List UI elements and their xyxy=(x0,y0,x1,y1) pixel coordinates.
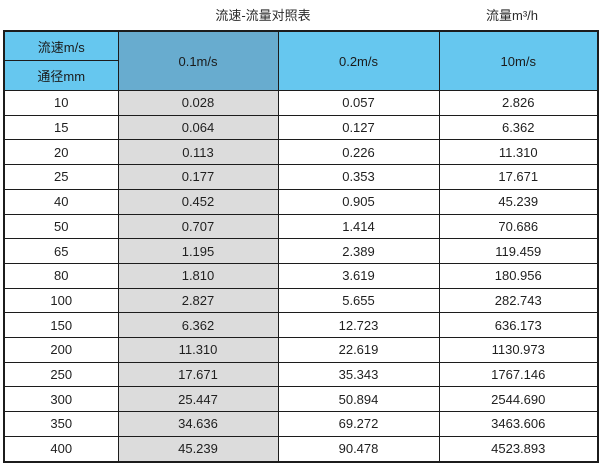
diameter-cell: 50 xyxy=(3,213,119,240)
table-row: 300 25.447 50.894 2544.690 xyxy=(3,386,599,413)
flow-value-cell: 1.810 xyxy=(117,262,279,289)
header-col-velocity-0-2: 0.2m/s xyxy=(277,30,440,91)
table-row: 50 0.707 1.414 70.686 xyxy=(3,213,599,240)
diameter-cell: 350 xyxy=(3,411,119,437)
diameter-cell: 15 xyxy=(3,114,119,141)
diameter-cell: 100 xyxy=(3,287,119,314)
flow-value-cell: 0.177 xyxy=(117,164,279,190)
flow-value-cell: 3.619 xyxy=(277,262,440,289)
diameter-cell: 80 xyxy=(3,262,119,289)
header-corner-velocity: 流速m/s xyxy=(3,30,119,61)
flow-value-cell: 35.343 xyxy=(277,361,440,388)
flow-value-cell: 1130.973 xyxy=(438,337,599,363)
table-header: 流速m/s 0.1m/s 0.2m/s 10m/s 通径mm xyxy=(3,30,599,91)
header-corner-diameter: 通径mm xyxy=(3,60,119,91)
table-row: 10 0.028 0.057 2.826 xyxy=(3,90,599,116)
table-row: 80 1.810 3.619 180.956 xyxy=(3,262,599,289)
table-row: 20 0.113 0.226 11.310 xyxy=(3,139,599,166)
table-row: 15 0.064 0.127 6.362 xyxy=(3,114,599,141)
flow-value-cell: 11.310 xyxy=(438,139,599,166)
flow-value-cell: 69.272 xyxy=(277,411,440,437)
diameter-cell: 10 xyxy=(3,90,119,116)
flow-value-cell: 12.723 xyxy=(277,312,440,339)
diameter-cell: 20 xyxy=(3,139,119,166)
flow-value-cell: 6.362 xyxy=(438,114,599,141)
flow-value-cell: 34.636 xyxy=(117,411,279,437)
diameter-cell: 400 xyxy=(3,435,119,463)
flow-value-cell: 22.619 xyxy=(277,337,440,363)
table-row: 200 11.310 22.619 1130.973 xyxy=(3,337,599,363)
flow-value-cell: 0.113 xyxy=(117,139,279,166)
flow-value-cell: 1767.146 xyxy=(438,361,599,388)
diameter-cell: 150 xyxy=(3,312,119,339)
flow-value-cell: 119.459 xyxy=(438,238,599,264)
table-row: 350 34.636 69.272 3463.606 xyxy=(3,411,599,437)
diameter-cell: 25 xyxy=(3,164,119,190)
flow-value-cell: 1.195 xyxy=(117,238,279,264)
flow-value-cell: 6.362 xyxy=(117,312,279,339)
flow-value-cell: 282.743 xyxy=(438,287,599,314)
flow-value-cell: 0.452 xyxy=(117,188,279,215)
diameter-cell: 200 xyxy=(3,337,119,363)
table-row: 250 17.671 35.343 1767.146 xyxy=(3,361,599,388)
flow-value-cell: 45.239 xyxy=(438,188,599,215)
flow-value-cell: 0.057 xyxy=(277,90,440,116)
flow-value-cell: 2.827 xyxy=(117,287,279,314)
flow-value-cell: 0.226 xyxy=(277,139,440,166)
table-row: 400 45.239 90.478 4523.893 xyxy=(3,435,599,463)
flow-value-cell: 0.353 xyxy=(277,164,440,190)
flow-value-cell: 180.956 xyxy=(438,262,599,289)
flow-value-cell: 636.173 xyxy=(438,312,599,339)
flow-value-cell: 45.239 xyxy=(117,435,279,463)
flow-value-cell: 0.905 xyxy=(277,188,440,215)
flow-value-cell: 2544.690 xyxy=(438,386,599,413)
flow-value-cell: 17.671 xyxy=(438,164,599,190)
flow-value-cell: 90.478 xyxy=(277,435,440,463)
table-row: 100 2.827 5.655 282.743 xyxy=(3,287,599,314)
table-row: 40 0.452 0.905 45.239 xyxy=(3,188,599,215)
flow-value-cell: 4523.893 xyxy=(438,435,599,463)
diameter-cell: 65 xyxy=(3,238,119,264)
diameter-cell: 300 xyxy=(3,386,119,413)
header-col-velocity-0-1: 0.1m/s xyxy=(117,30,279,91)
flow-value-cell: 17.671 xyxy=(117,361,279,388)
flow-value-cell: 25.447 xyxy=(117,386,279,413)
flow-value-cell: 0.707 xyxy=(117,213,279,240)
flow-value-cell: 3463.606 xyxy=(438,411,599,437)
table-row: 25 0.177 0.353 17.671 xyxy=(3,164,599,190)
caption-bar: 流速-流量对照表 流量m³/h xyxy=(0,0,600,30)
table-row: 65 1.195 2.389 119.459 xyxy=(3,238,599,264)
table-row: 150 6.362 12.723 636.173 xyxy=(3,312,599,339)
flow-value-cell: 11.310 xyxy=(117,337,279,363)
flow-value-cell: 1.414 xyxy=(277,213,440,240)
diameter-cell: 40 xyxy=(3,188,119,215)
flow-value-cell: 5.655 xyxy=(277,287,440,314)
flow-value-cell: 70.686 xyxy=(438,213,599,240)
table-body: 10 0.028 0.057 2.826 15 0.064 0.127 6.362 20 0.11… xyxy=(3,90,599,463)
page-title: 流速-流量对照表 xyxy=(215,8,311,23)
flow-value-cell: 0.064 xyxy=(117,114,279,141)
flow-value-cell: 0.127 xyxy=(277,114,440,141)
flow-value-cell: 2.826 xyxy=(438,90,599,116)
flow-rate-table: 流速m/s 0.1m/s 0.2m/s 10m/s 通径mm 10 0.028 0.… xyxy=(3,30,599,463)
flow-value-cell: 0.028 xyxy=(117,90,279,116)
flow-value-cell: 2.389 xyxy=(277,238,440,264)
flow-unit-label: 流量m³/h xyxy=(485,8,539,23)
diameter-cell: 250 xyxy=(3,361,119,388)
header-col-velocity-10: 10m/s xyxy=(438,30,599,91)
flow-value-cell: 50.894 xyxy=(277,386,440,413)
